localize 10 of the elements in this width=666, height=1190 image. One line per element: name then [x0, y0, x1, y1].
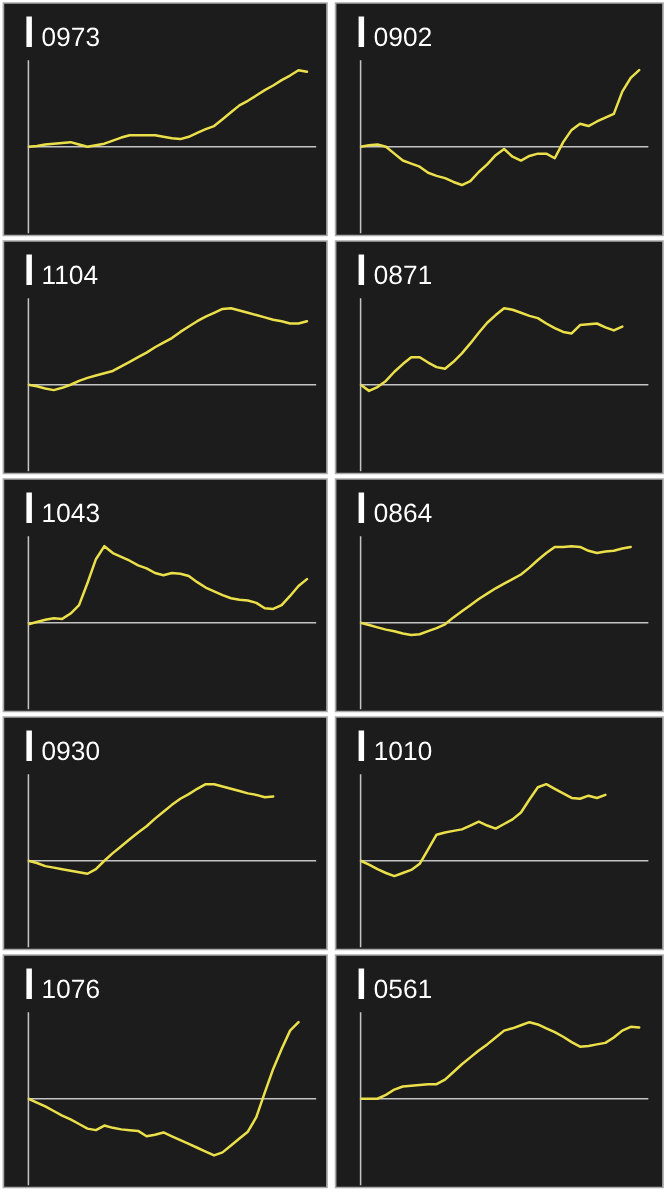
chart-title: 0871: [374, 265, 432, 285]
chart-title: 1076: [43, 979, 99, 999]
chart-title: 0973: [42, 27, 99, 47]
chart-title: 1010: [375, 741, 432, 761]
chart-title: 0902: [374, 27, 431, 47]
chart-title: 0864: [374, 503, 432, 523]
chart-title: 1043: [43, 503, 99, 523]
chart-title: 0561: [374, 979, 432, 999]
chart-title: 1104: [43, 265, 98, 285]
chart-title: 0930: [42, 741, 100, 761]
